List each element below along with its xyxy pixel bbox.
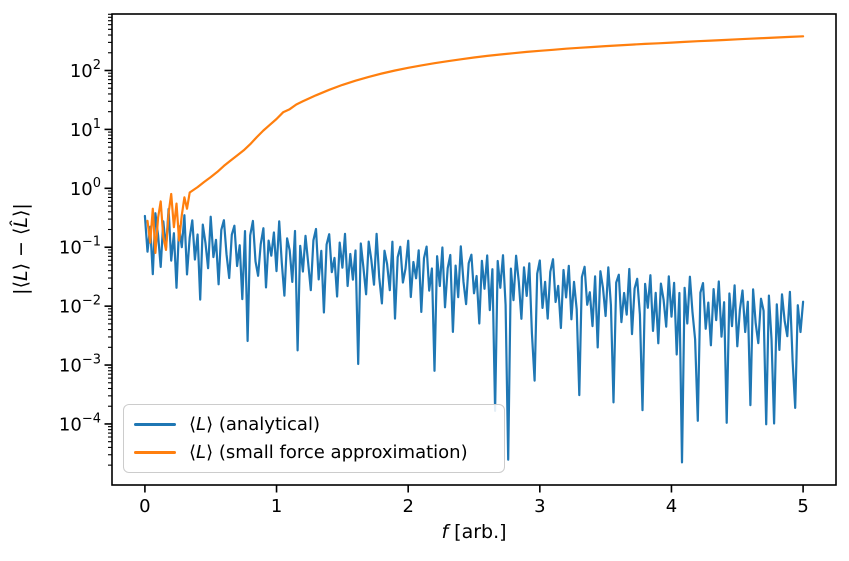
legend-label-var: L xyxy=(196,441,207,463)
legend-entry-small-force: ⟨L⟩ (small force approximation) xyxy=(134,442,494,463)
x-axis-label: f [arb.] xyxy=(441,521,506,543)
y-axis-tick-label: 101 xyxy=(70,117,101,141)
legend-label-text: ⟩ xyxy=(206,441,214,463)
y-axis-label-text: ⟩| xyxy=(10,203,32,217)
legend-label-small-force: ⟨L⟩ (small force approximation) xyxy=(189,442,468,463)
y-axis-label-var: L xyxy=(10,270,32,282)
y-axis-tick-label: 100 xyxy=(70,176,101,200)
x-axis-tick-label: 3 xyxy=(534,496,545,517)
legend-label-text: (small force approximation) xyxy=(213,441,468,463)
plot-frame xyxy=(111,13,837,486)
y-axis-label-var: L̂ xyxy=(10,216,32,228)
x-axis-tick-label: 1 xyxy=(271,496,282,517)
legend-line-sample-small-force xyxy=(134,450,176,454)
legend-line-sample-analytical xyxy=(134,423,176,427)
series-line-small-force xyxy=(146,35,805,254)
legend: ⟨L⟩ (analytical) ⟨L⟩ (small force approx… xyxy=(123,404,505,473)
legend-label-text: (analytical) xyxy=(213,414,320,436)
legend-label-text: ⟨ xyxy=(189,414,197,436)
y-axis-label-text: ⟩ − ⟨ xyxy=(10,227,32,271)
legend-label-var: L xyxy=(196,414,207,436)
x-axis-label-text: [arb.] xyxy=(448,521,507,543)
series-line-analytical xyxy=(143,207,805,464)
x-axis-tick-label: 5 xyxy=(797,496,808,517)
y-axis-tick-label: 10−1 xyxy=(59,235,101,259)
x-axis-label-var: f xyxy=(441,521,449,543)
x-axis-tick-label: 4 xyxy=(666,496,677,517)
x-axis-tick-label: 2 xyxy=(402,496,413,517)
y-axis-tick-label: 10−2 xyxy=(59,294,101,318)
y-axis-label: |⟨L⟩ − ⟨L̂⟩| xyxy=(10,203,32,295)
legend-entry-analytical: ⟨L⟩ (analytical) xyxy=(134,414,494,435)
x-axis-tick-label: 0 xyxy=(139,496,150,517)
y-axis-tick-label: 102 xyxy=(70,58,101,82)
legend-label-analytical: ⟨L⟩ (analytical) xyxy=(189,414,320,435)
legend-label-text: ⟨ xyxy=(189,441,197,463)
legend-label-text: ⟩ xyxy=(206,414,214,436)
y-axis-tick-label: 10−3 xyxy=(59,353,101,377)
y-axis-tick-label: 10−4 xyxy=(59,411,101,435)
y-axis-label-text: |⟨ xyxy=(10,281,32,295)
